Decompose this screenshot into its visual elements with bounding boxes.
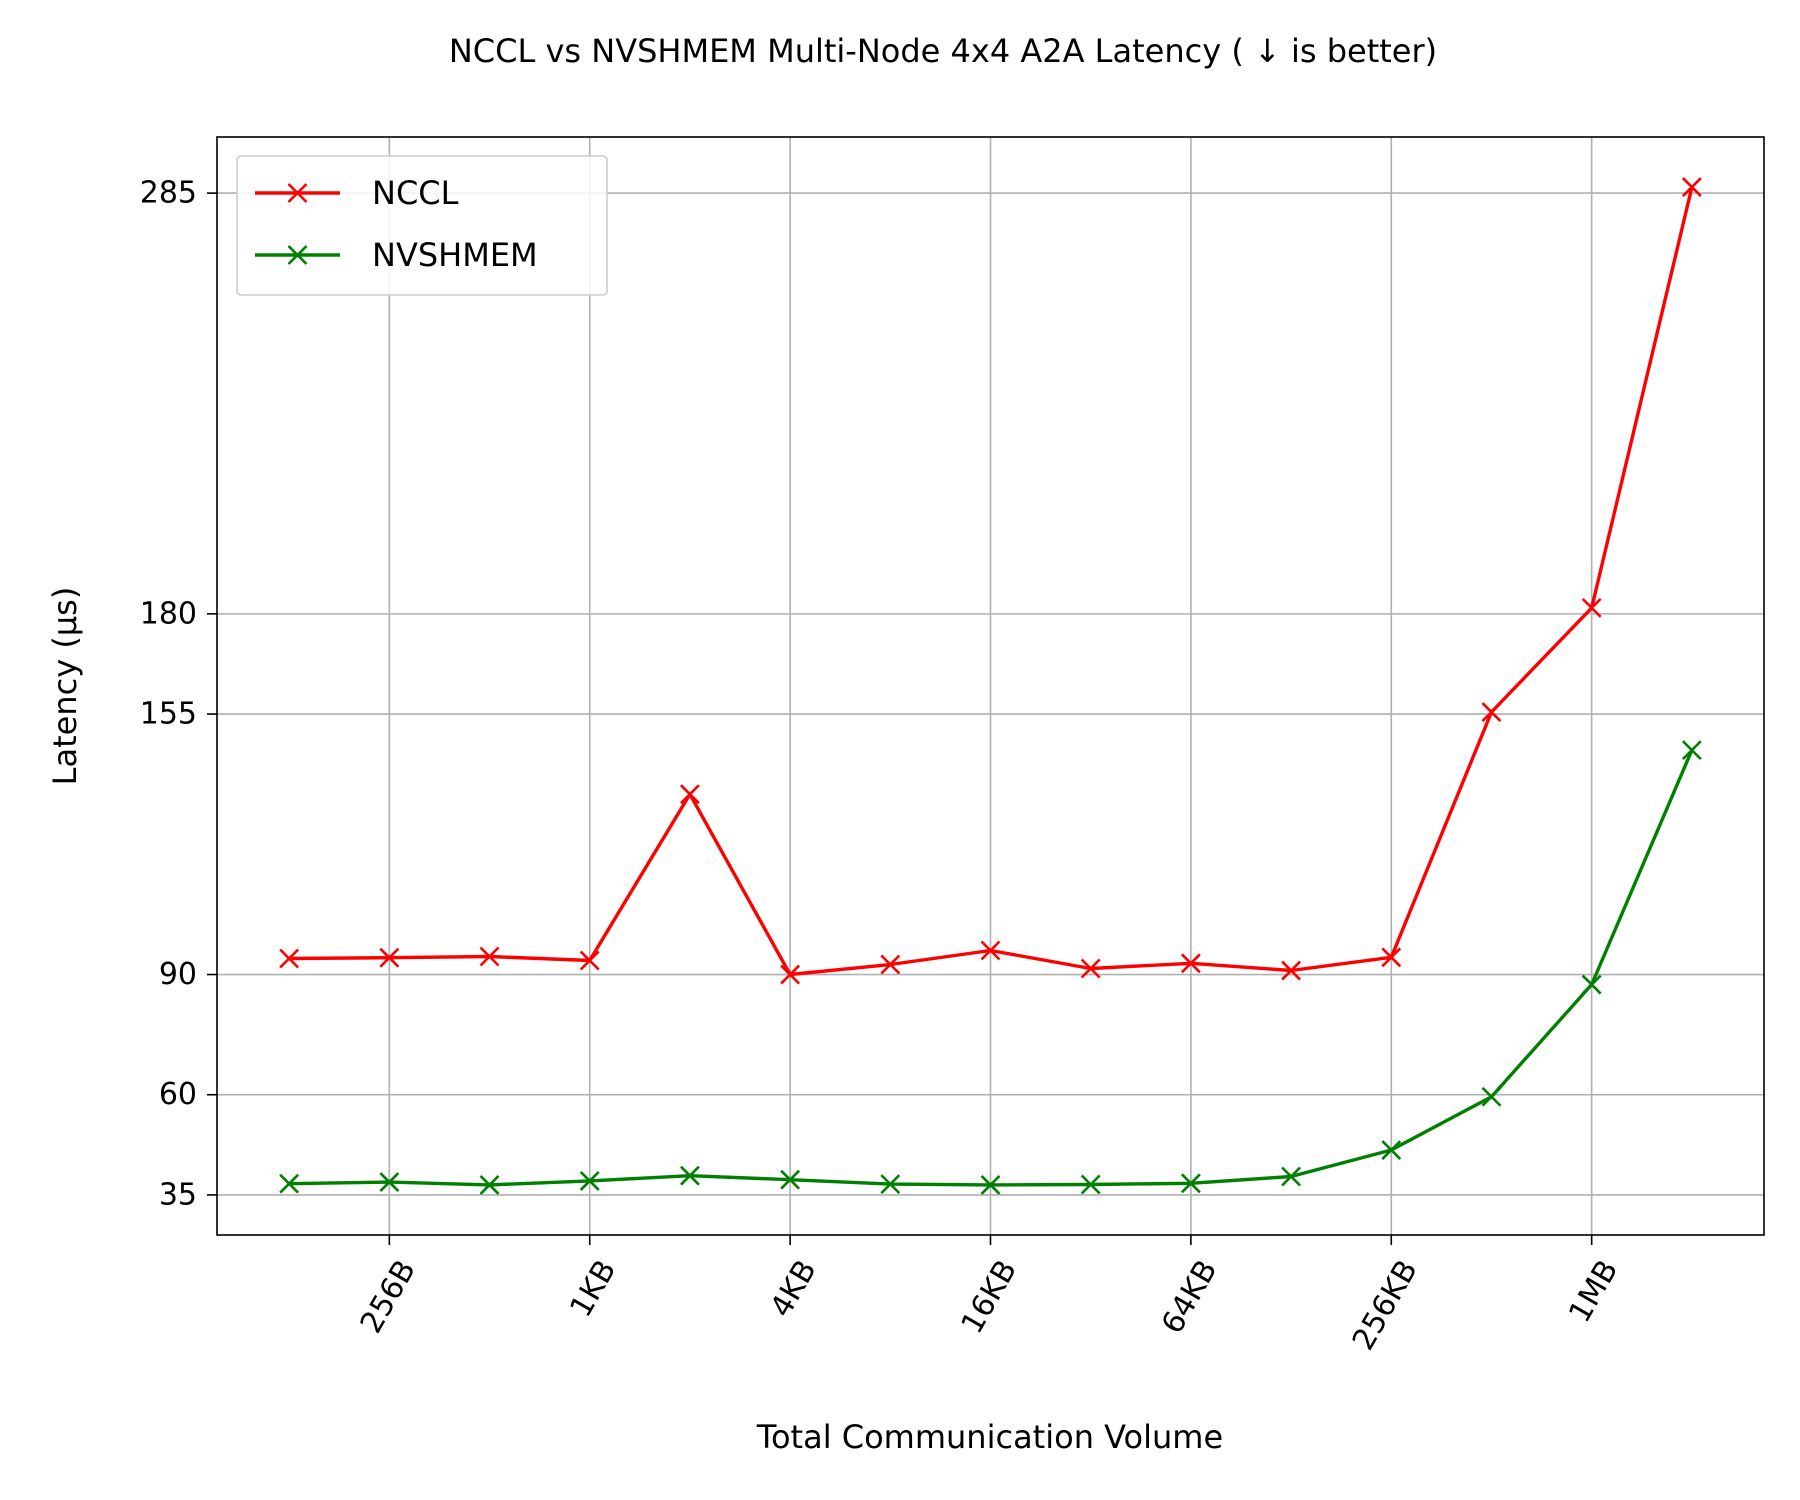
data-point-nvshmem-12 — [1481, 1086, 1502, 1107]
data-point-nccl-13 — [1581, 597, 1602, 618]
y-tick-label-285: 285 — [140, 176, 197, 211]
data-point-nccl-6 — [880, 954, 901, 975]
data-point-nvshmem-3 — [579, 1170, 600, 1191]
legend-box — [236, 155, 608, 296]
data-point-nccl-3 — [579, 950, 600, 971]
data-point-nccl-12 — [1481, 702, 1502, 722]
data-point-nvshmem-7 — [980, 1174, 1001, 1195]
data-point-nccl-11 — [1381, 947, 1402, 968]
data-point-nccl-9 — [1180, 953, 1201, 974]
chart-title: NCCL vs NVSHMEM Multi-Node 4x4 A2A Laten… — [449, 32, 1437, 70]
data-point-nccl-5 — [780, 964, 801, 985]
data-point-nvshmem-9 — [1180, 1173, 1201, 1194]
data-point-nvshmem-4 — [679, 1165, 700, 1186]
data-point-nvshmem-11 — [1381, 1140, 1402, 1160]
y-tick-label-180: 180 — [140, 596, 197, 631]
data-point-nccl-2 — [479, 946, 500, 967]
legend-label-nccl: NCCL — [372, 174, 459, 212]
data-point-nvshmem-2 — [479, 1174, 500, 1195]
data-point-nccl-7 — [980, 940, 1001, 961]
grid — [217, 137, 1764, 1235]
data-point-nvshmem-8 — [1080, 1174, 1101, 1195]
y-tick-label-35: 35 — [159, 1177, 197, 1212]
data-point-nccl-10 — [1281, 960, 1301, 981]
series-nccl — [279, 177, 1702, 985]
series-layer — [279, 177, 1702, 1195]
y-tick-label-155: 155 — [140, 697, 197, 732]
data-point-nvshmem-14 — [1681, 740, 1702, 761]
legend-marker-nvshmem — [287, 245, 308, 265]
data-point-nccl-0 — [279, 948, 300, 969]
series-nvshmem — [279, 740, 1702, 1195]
data-point-nccl-8 — [1080, 958, 1101, 979]
legend-label-nvshmem: NVSHMEM — [372, 236, 538, 274]
data-point-nccl-14 — [1681, 177, 1702, 198]
data-point-nccl-4 — [679, 784, 700, 805]
y-tick-label-90: 90 — [159, 957, 197, 992]
x-axis-label: Total Communication Volume — [756, 1418, 1223, 1456]
legend: NCCL NVSHMEM — [236, 155, 608, 296]
data-point-nvshmem-5 — [780, 1169, 801, 1190]
data-point-nvshmem-10 — [1281, 1166, 1301, 1187]
legend-marker-nccl — [287, 183, 308, 203]
data-point-nvshmem-0 — [279, 1173, 300, 1194]
y-tick-label-60: 60 — [159, 1077, 197, 1112]
data-point-nccl-1 — [379, 947, 400, 968]
data-point-nvshmem-6 — [880, 1174, 901, 1195]
data-point-nvshmem-13 — [1581, 974, 1602, 995]
y-axis-label: Latency (μs) — [46, 587, 84, 786]
data-point-nvshmem-1 — [379, 1172, 400, 1193]
